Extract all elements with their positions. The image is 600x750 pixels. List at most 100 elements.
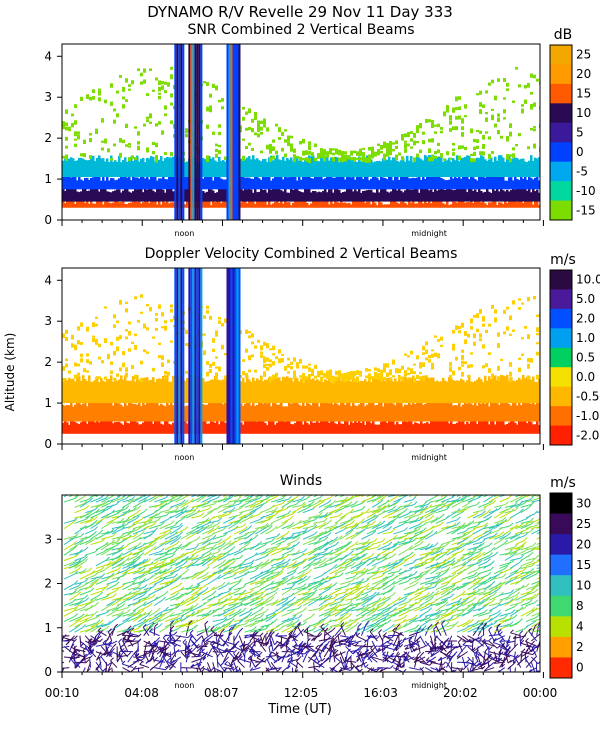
echo-cell: [276, 187, 279, 202]
wind-barb: [79, 540, 91, 546]
wind-barb-feather: [118, 554, 122, 559]
wind-barb: [122, 563, 134, 569]
echo-cell: [413, 157, 416, 163]
echo-cell: [462, 201, 465, 208]
wind-barb: [95, 612, 108, 617]
echo-cell: [310, 203, 313, 208]
echo-cell: [252, 155, 255, 178]
echo-cell: [374, 367, 377, 371]
echo-cell: [466, 173, 469, 190]
wind-barb: [159, 626, 168, 633]
wind-barb-feather: [265, 559, 270, 563]
wind-barb-feather: [184, 650, 189, 655]
echo-cell: [156, 402, 159, 422]
echo-cell: [146, 401, 149, 422]
echo-cell: [419, 371, 422, 375]
wind-barb: [132, 570, 143, 575]
wind-barb: [100, 548, 112, 556]
wind-barb: [270, 539, 281, 546]
echo-cell: [354, 419, 357, 434]
wind-barb-feather: [96, 619, 101, 624]
echo-cell: [414, 178, 417, 190]
echo-cell: [80, 179, 83, 190]
wind-barb-feather: [142, 656, 146, 660]
echo-cell: [378, 160, 381, 178]
echo-cell: [314, 191, 317, 202]
echo-cell: [338, 162, 341, 178]
echo-cell: [424, 404, 427, 422]
wind-barb: [122, 548, 134, 556]
echo-cell: [485, 117, 488, 122]
wind-barb: [111, 536, 121, 540]
echo-cell: [244, 200, 247, 208]
wind-barb: [233, 573, 246, 580]
wind-barb: [122, 495, 128, 498]
echo-cell: [220, 203, 223, 208]
echo-cell: [516, 157, 519, 178]
wind-barb-feather: [78, 582, 82, 587]
wind-barb-feather: [239, 627, 244, 632]
echo-cell: [438, 189, 441, 202]
wind-barb: [106, 580, 117, 585]
echo-cell: [136, 422, 139, 434]
echo-cell: [208, 186, 211, 202]
wind-barb: [228, 605, 240, 612]
echo-cell: [452, 178, 455, 190]
echo-cell: [266, 204, 269, 208]
wind-barb-feather: [169, 666, 173, 671]
echo-cell: [530, 177, 533, 190]
wind-barb: [239, 568, 250, 575]
echo-cell: [476, 198, 479, 208]
wind-barb: [81, 656, 91, 662]
wind-barb-feather: [114, 623, 119, 628]
wind-barb: [228, 622, 241, 628]
wind-barb: [191, 572, 202, 580]
echo-cell: [416, 423, 419, 434]
wind-barb: [276, 533, 287, 540]
wind-barb: [281, 626, 292, 633]
wind-barb: [118, 652, 123, 663]
echo-cell: [248, 156, 251, 178]
echo-cell: [68, 127, 71, 132]
echo-cell: [266, 144, 269, 149]
echo-cell: [386, 149, 389, 155]
echo-cell: [161, 130, 164, 135]
echo-cell: [113, 108, 116, 112]
wind-barb: [154, 514, 167, 519]
wind-barb-feather: [274, 507, 278, 511]
wind-barb: [90, 540, 103, 546]
echo-cell: [340, 423, 343, 434]
wind-barb-feather: [126, 629, 131, 634]
wind-barb: [85, 601, 94, 607]
echo-cell: [116, 402, 119, 422]
echo-cell: [473, 315, 476, 318]
wind-barb: [233, 662, 238, 672]
echo-cell: [244, 159, 247, 178]
echo-cell: [65, 358, 68, 362]
wind-barb: [106, 561, 117, 569]
echo-cell: [172, 375, 175, 404]
wind-barb: [249, 609, 261, 617]
wind-barb-feather: [84, 578, 89, 583]
echo-cell: [210, 205, 213, 208]
echo-cell: [164, 105, 167, 110]
echo-cell: [128, 402, 131, 422]
wind-barb: [85, 539, 94, 545]
echo-cell: [388, 176, 391, 190]
echo-cell: [346, 187, 349, 202]
wind-barb: [265, 514, 276, 519]
echo-cell: [134, 157, 137, 160]
echo-cell: [302, 138, 305, 144]
wind-barb-feather: [273, 618, 278, 623]
wind-barb: [154, 534, 164, 540]
wind-barb-feather: [229, 521, 234, 526]
wind-barb-feather: [194, 624, 198, 629]
noon-marker: noon: [174, 229, 194, 238]
colorbar-swatch: [550, 406, 572, 427]
echo-cell: [131, 80, 134, 85]
rain-column: [180, 268, 183, 444]
wind-barb: [175, 635, 189, 639]
wind-barb: [101, 596, 114, 601]
echo-cell: [431, 362, 434, 368]
